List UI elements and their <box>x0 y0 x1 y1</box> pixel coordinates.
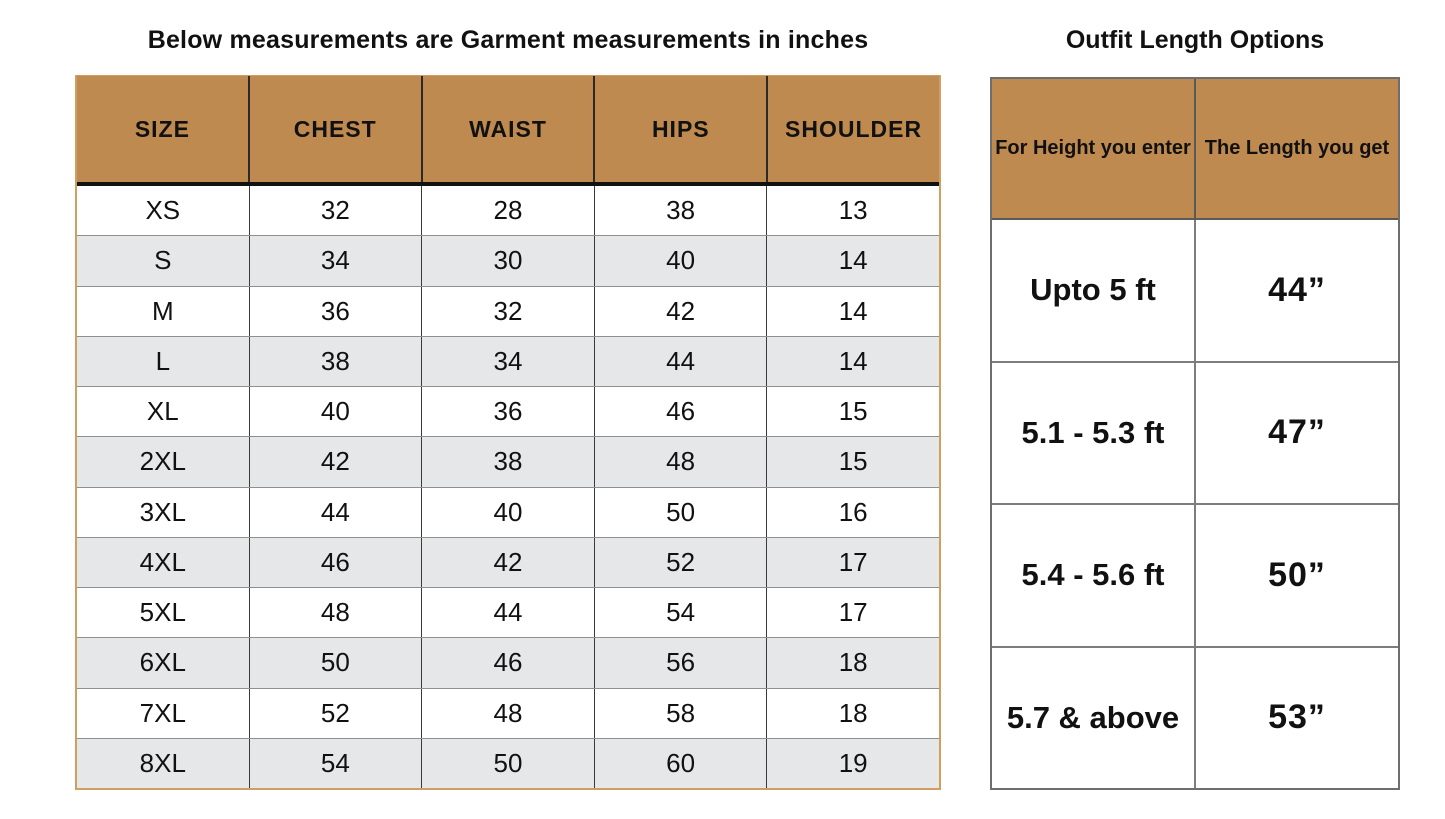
cell-chest: 36 <box>250 286 423 336</box>
cell-hips: 44 <box>595 336 768 386</box>
table-row-xs: XS 32 28 38 13 <box>77 186 939 237</box>
cell-size: M <box>77 286 250 336</box>
outfit-length-table: For Height you enter The Length you get … <box>990 77 1400 790</box>
cell-length-value: 53” <box>1268 698 1326 737</box>
length-row-5-1-to-5-3: 5.1 - 5.3 ft 47” <box>992 362 1398 505</box>
cell-waist: 46 <box>422 638 595 688</box>
cell-hips: 38 <box>595 186 768 236</box>
cell-hips: 46 <box>595 387 768 437</box>
table-row-4xl: 4XL 46 42 52 17 <box>77 537 939 588</box>
cell-chest: 42 <box>250 437 423 487</box>
cell-height-range: 5.1 - 5.3 ft <box>992 362 1196 503</box>
cell-hips: 48 <box>595 437 768 487</box>
length-row-5-4-to-5-6: 5.4 - 5.6 ft 50” <box>992 505 1398 648</box>
size-table-header-row: SIZE CHEST WAIST HIPS SHOULDER <box>77 76 939 186</box>
table-row-m: M 36 32 42 14 <box>77 286 939 337</box>
cell-waist: 38 <box>422 437 595 487</box>
cell-size: XL <box>77 387 250 437</box>
table-row-8xl: 8XL 54 50 60 19 <box>77 738 939 788</box>
cell-waist: 44 <box>422 588 595 638</box>
cell-hips: 50 <box>595 487 768 537</box>
cell-waist: 50 <box>422 738 595 788</box>
cell-waist: 28 <box>422 186 595 236</box>
cell-shoulder: 14 <box>838 245 868 276</box>
column-header-waist: WAIST <box>423 76 596 182</box>
table-row-5xl: 5XL 48 44 54 17 <box>77 588 939 639</box>
cell-hips: 56 <box>595 638 768 688</box>
table-row-7xl: 7XL 52 48 58 18 <box>77 688 939 739</box>
cell-size: 6XL <box>77 638 250 688</box>
length-row-5-7-above: 5.7 & above 53” <box>992 647 1398 788</box>
table-row-3xl: 3XL 44 40 50 16 <box>77 487 939 538</box>
cell-waist: 30 <box>422 236 595 286</box>
cell-hips: 58 <box>595 688 768 738</box>
cell-chest: 40 <box>250 387 423 437</box>
column-header-hips: HIPS <box>595 76 769 182</box>
cell-length-value: 50” <box>1268 555 1326 594</box>
cell-hips: 60 <box>595 738 768 788</box>
cell-shoulder: 17 <box>838 546 868 577</box>
garment-size-table: SIZE CHEST WAIST HIPS SHOULDER XS 32 28 … <box>75 75 941 790</box>
cell-height-range: 5.7 & above <box>992 647 1196 788</box>
cell-shoulder: 18 <box>838 647 868 678</box>
cell-shoulder: 14 <box>838 295 868 326</box>
table-row-l: L 38 34 44 14 <box>77 336 939 387</box>
cell-shoulder: 16 <box>838 496 868 527</box>
cell-waist: 42 <box>422 537 595 587</box>
cell-size: 4XL <box>77 537 250 587</box>
cell-length-value: 44” <box>1268 270 1326 309</box>
table-row-s: S 34 30 40 14 <box>77 236 939 287</box>
cell-size: 3XL <box>77 487 250 537</box>
cell-hips: 52 <box>595 537 768 587</box>
column-header-chest: CHEST <box>250 76 423 182</box>
cell-waist: 34 <box>422 336 595 386</box>
cell-shoulder: 15 <box>838 446 868 477</box>
cell-height-range: 5.4 - 5.6 ft <box>992 505 1196 646</box>
cell-waist: 36 <box>422 387 595 437</box>
cell-chest: 54 <box>250 738 423 788</box>
column-header-length-you-get: The Length you get <box>1204 137 1390 159</box>
table-row-xl: XL 40 36 46 15 <box>77 387 939 438</box>
table-row-6xl: 6XL 50 46 56 18 <box>77 638 939 689</box>
cell-chest: 32 <box>250 186 423 236</box>
cell-hips: 54 <box>595 588 768 638</box>
column-header-height-you-enter: For Height you enter <box>992 79 1196 218</box>
cell-chest: 46 <box>250 537 423 587</box>
length-table-header-row: For Height you enter The Length you get <box>992 79 1398 220</box>
cell-waist: 40 <box>422 487 595 537</box>
cell-chest: 38 <box>250 336 423 386</box>
cell-hips: 40 <box>595 236 768 286</box>
cell-shoulder: 18 <box>838 697 868 728</box>
cell-chest: 52 <box>250 688 423 738</box>
length-row-upto-5ft: Upto 5 ft 44” <box>992 220 1398 363</box>
outfit-length-options-title: Outfit Length Options <box>1065 26 1325 54</box>
column-header-size: SIZE <box>77 76 250 182</box>
cell-shoulder: 13 <box>838 195 868 226</box>
cell-chest: 50 <box>250 638 423 688</box>
cell-waist: 48 <box>422 688 595 738</box>
cell-waist: 32 <box>422 286 595 336</box>
cell-size: XS <box>77 186 250 236</box>
garment-measurements-title: Below measurements are Garment measureme… <box>147 26 869 54</box>
cell-size: 2XL <box>77 437 250 487</box>
cell-chest: 34 <box>250 236 423 286</box>
cell-shoulder: 19 <box>838 747 868 778</box>
cell-shoulder: 15 <box>838 396 868 427</box>
cell-size: 8XL <box>77 738 250 788</box>
cell-shoulder: 17 <box>838 597 868 628</box>
cell-size: 7XL <box>77 688 250 738</box>
cell-size: S <box>77 236 250 286</box>
cell-chest: 44 <box>250 487 423 537</box>
cell-shoulder: 14 <box>838 345 868 376</box>
cell-size: L <box>77 336 250 386</box>
column-header-shoulder: SHOULDER <box>785 115 923 142</box>
cell-height-range: Upto 5 ft <box>992 220 1196 361</box>
table-row-2xl: 2XL 42 38 48 15 <box>77 437 939 488</box>
cell-length-value: 47” <box>1268 413 1326 452</box>
cell-size: 5XL <box>77 588 250 638</box>
cell-chest: 48 <box>250 588 423 638</box>
cell-hips: 42 <box>595 286 768 336</box>
